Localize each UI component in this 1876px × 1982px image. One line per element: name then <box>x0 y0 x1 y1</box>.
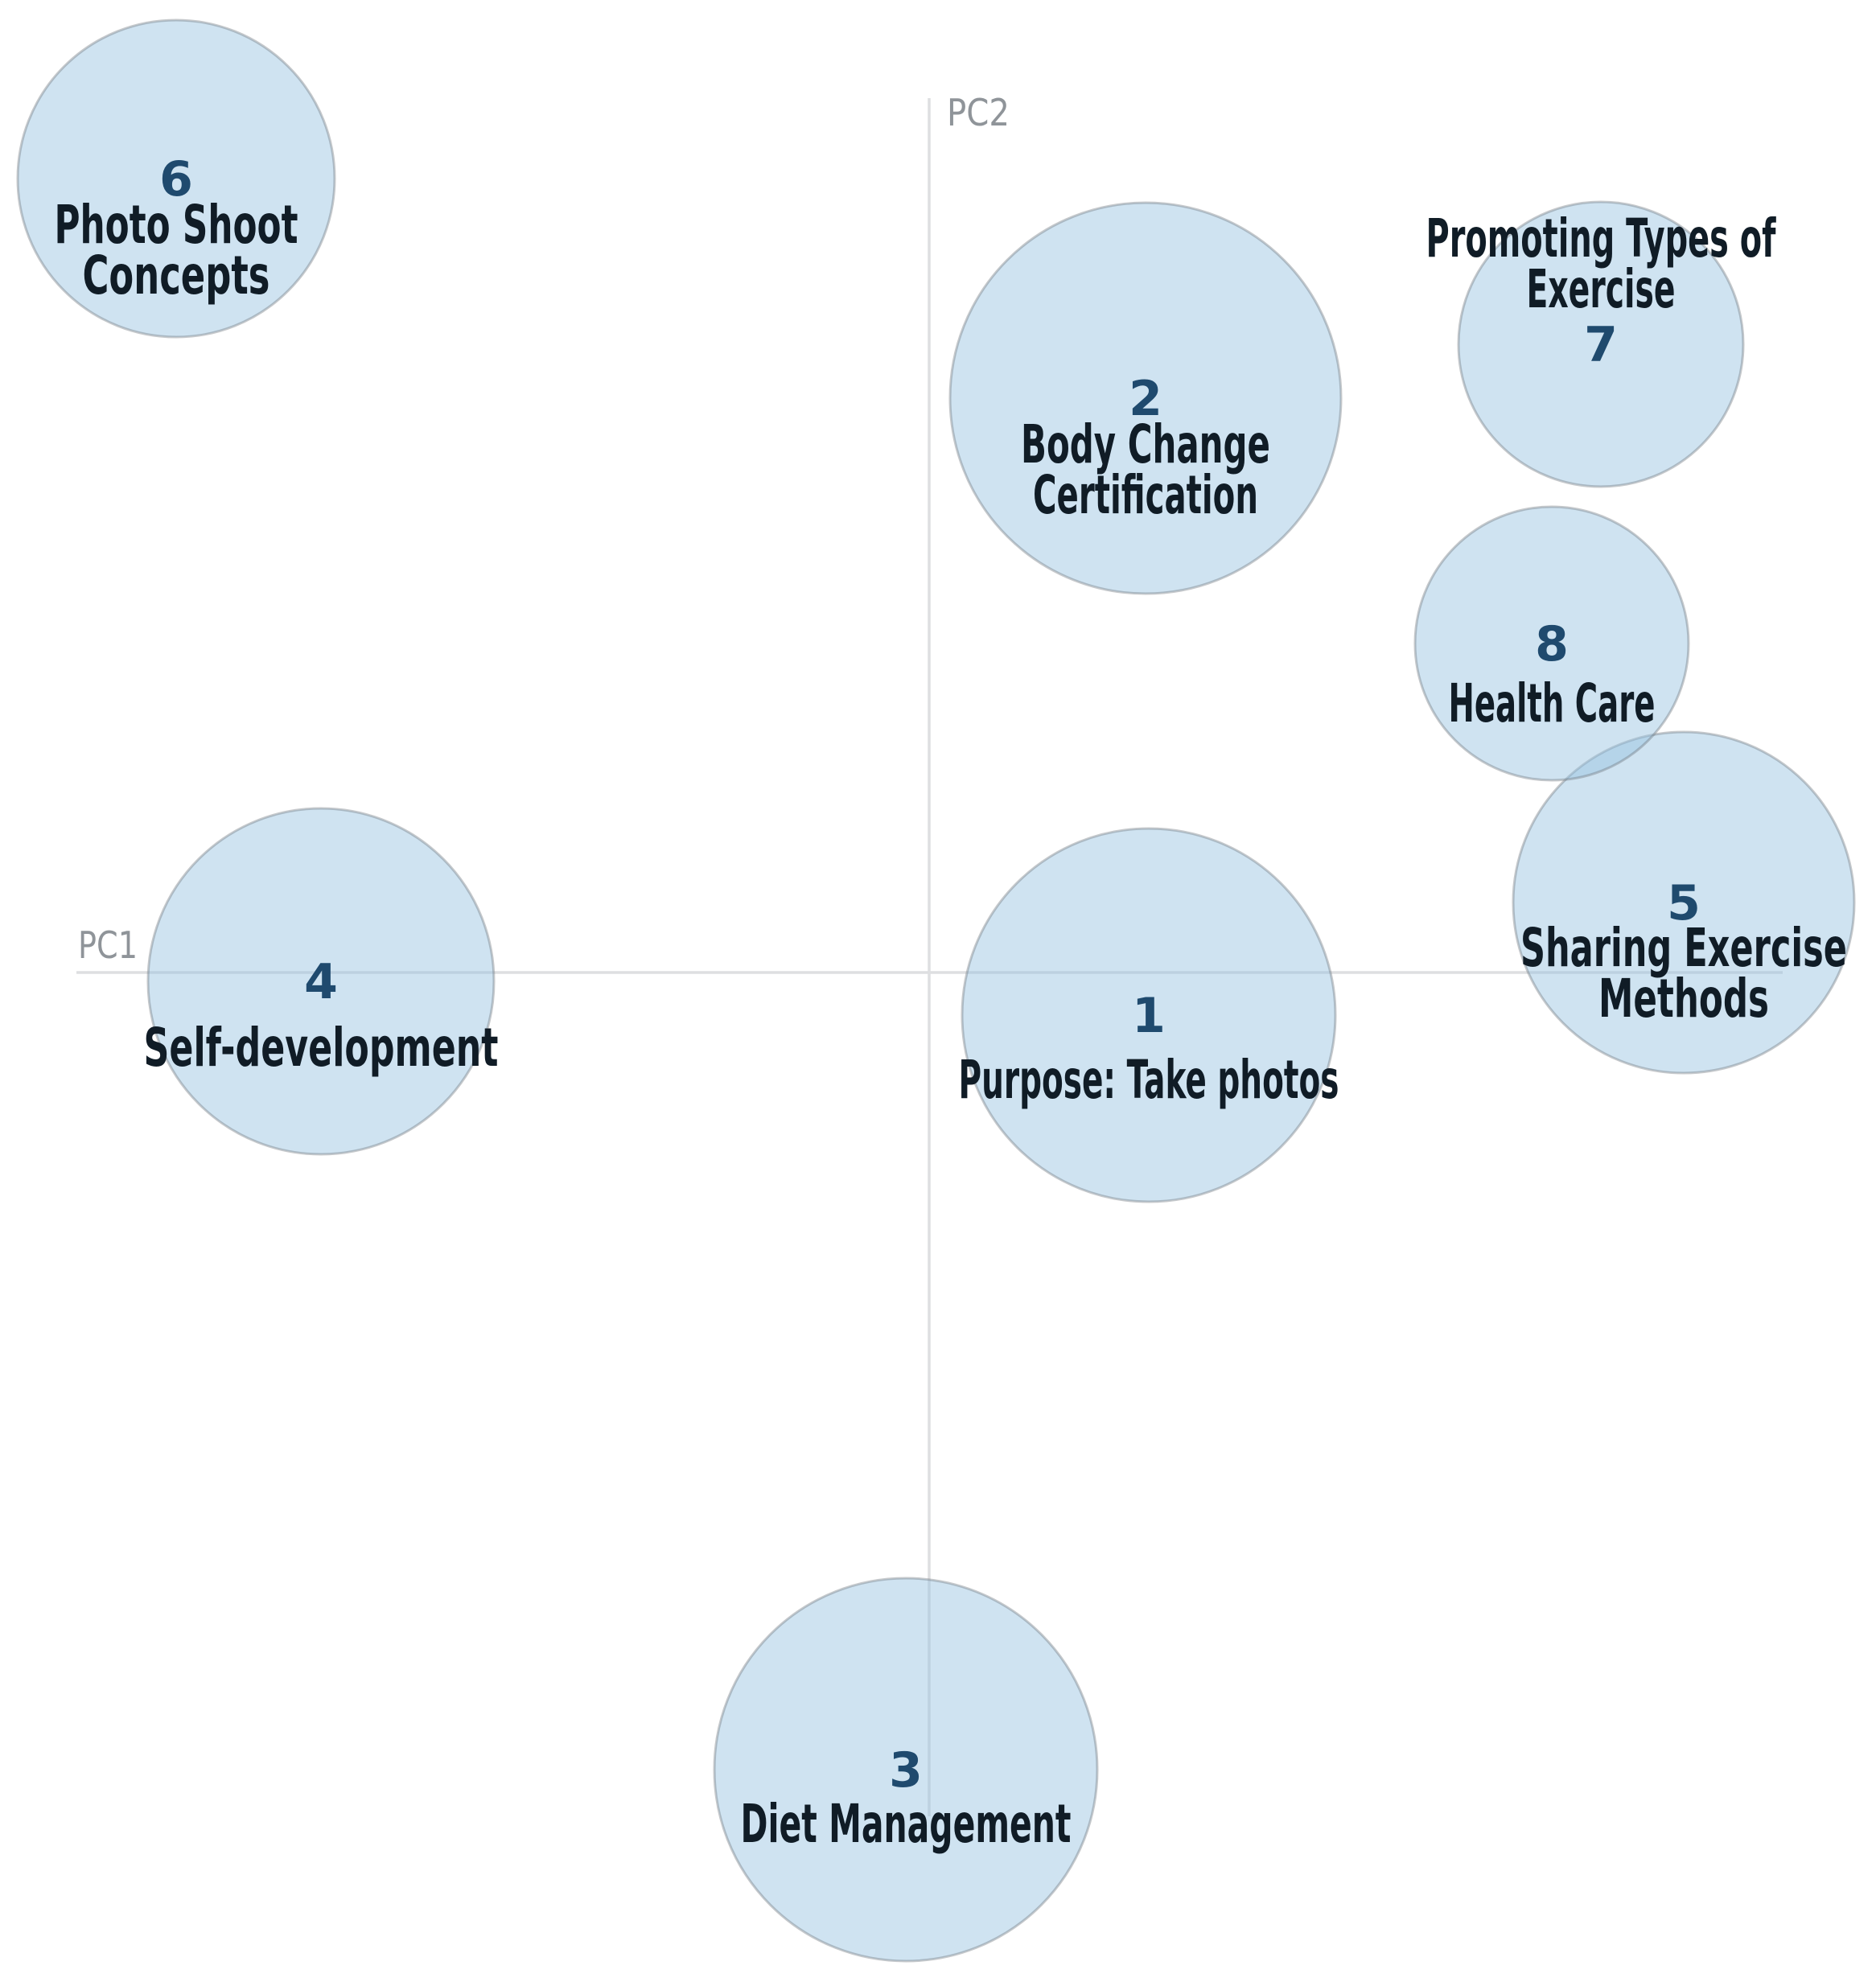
bubble-circle-1 <box>961 827 1337 1203</box>
bubble-circle-2 <box>948 201 1343 595</box>
bubble-circle-8 <box>1413 505 1690 782</box>
bubble-label-7-line-2: Exercise <box>1527 258 1676 320</box>
bubble-label-7-line-1: Promoting Types of <box>1426 208 1777 269</box>
bubble-circle-6 <box>16 19 336 339</box>
bubble-number-7: 7 <box>1584 317 1618 373</box>
bubble-label-2-line-2: Certification <box>1033 464 1258 526</box>
bubble-circle-5 <box>1512 730 1856 1075</box>
bubble-number-5: 5 <box>1667 875 1701 931</box>
bubble-label-1-line-1: Purpose: Take photos <box>959 1049 1339 1111</box>
bubble-label-5-line-1: Sharing Exercise <box>1520 917 1847 979</box>
y-axis-label: PC2 <box>947 91 1010 134</box>
bubble-label-6-line-1: Photo Shoot <box>55 194 298 256</box>
axes-layer: PC1 PC2 <box>76 91 1783 1816</box>
bubble-layer <box>16 19 1856 1963</box>
bubble-circle-3 <box>713 1577 1099 1963</box>
bubble-number-2: 2 <box>1129 371 1162 427</box>
bubble-label-3-line-1: Diet Management <box>741 1793 1072 1855</box>
bubble-circle-4 <box>146 807 496 1156</box>
bubble-number-4: 4 <box>304 954 338 1010</box>
bubble-label-4-line-1: Self-development <box>144 1017 499 1079</box>
bubble-label-5-line-2: Methods <box>1598 968 1769 1030</box>
bubble-label-2-line-1: Body Change <box>1021 413 1270 475</box>
x-axis-label: PC1 <box>78 923 138 967</box>
bubble-number-8: 8 <box>1535 616 1569 672</box>
bubble-circle-7 <box>1457 200 1745 488</box>
bubble-label-6-line-2: Concepts <box>83 245 270 306</box>
bubble-label-8-line-1: Health Care <box>1449 672 1656 734</box>
bubble-number-3: 3 <box>889 1742 923 1799</box>
bubble-number-6: 6 <box>159 151 193 208</box>
bubble-number-1: 1 <box>1132 988 1166 1044</box>
